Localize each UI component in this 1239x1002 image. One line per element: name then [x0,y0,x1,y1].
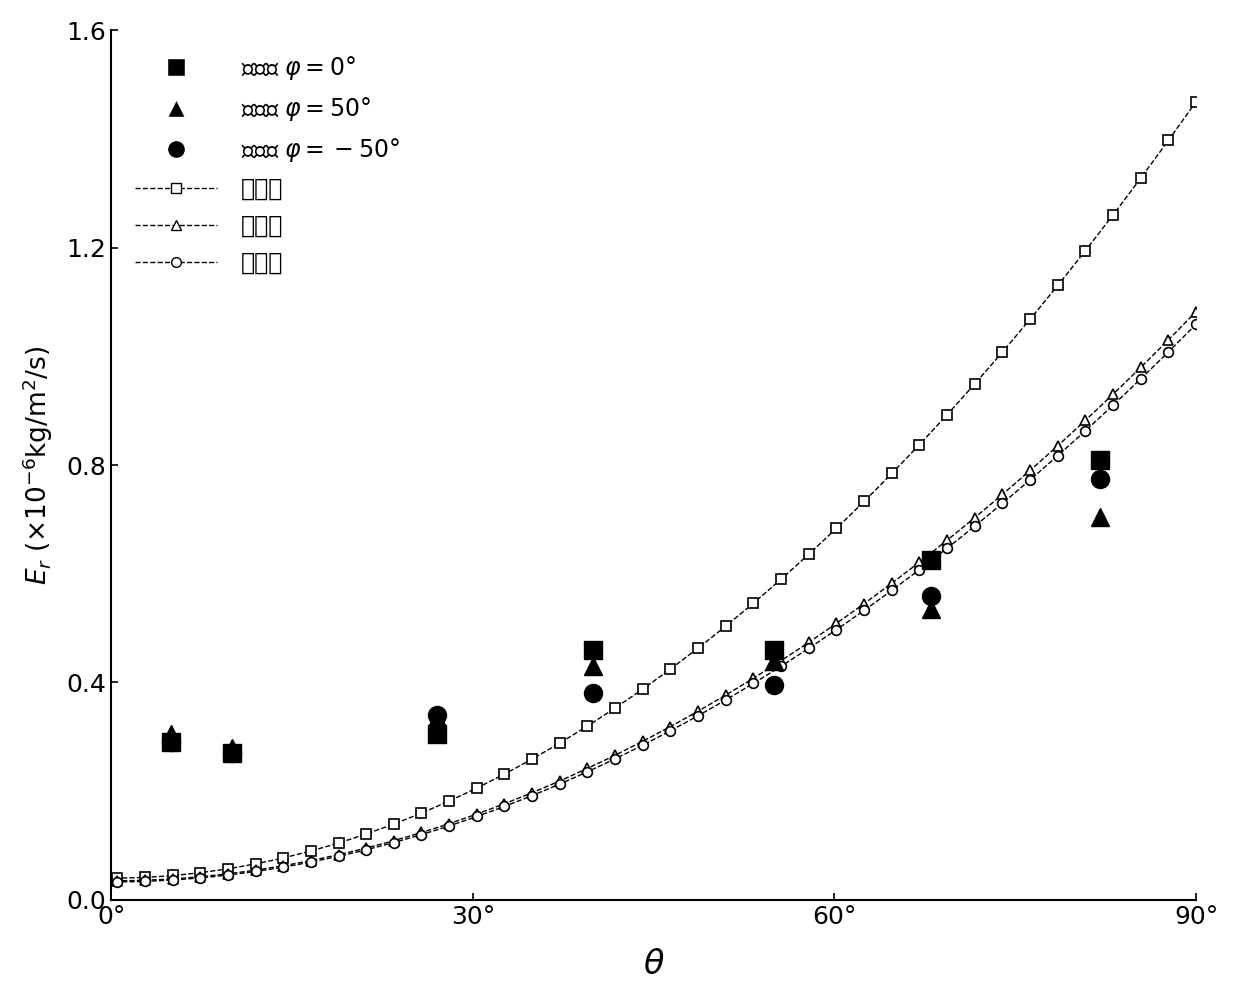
Y-axis label: $E_r$ ($\times10^{-6}$kg/m$^2$/s): $E_r$ ($\times10^{-6}$kg/m$^2$/s) [21,346,56,585]
X-axis label: $\theta$: $\theta$ [643,948,664,981]
Legend: 测量值 $\varphi = 0°$, 测量值 $\varphi = 50°$, 测量值 $\varphi = -50°$, 预测值, 预测值, 预测值: 测量值 $\varphi = 0°$, 测量值 $\varphi = 50°$,… [123,42,411,287]
